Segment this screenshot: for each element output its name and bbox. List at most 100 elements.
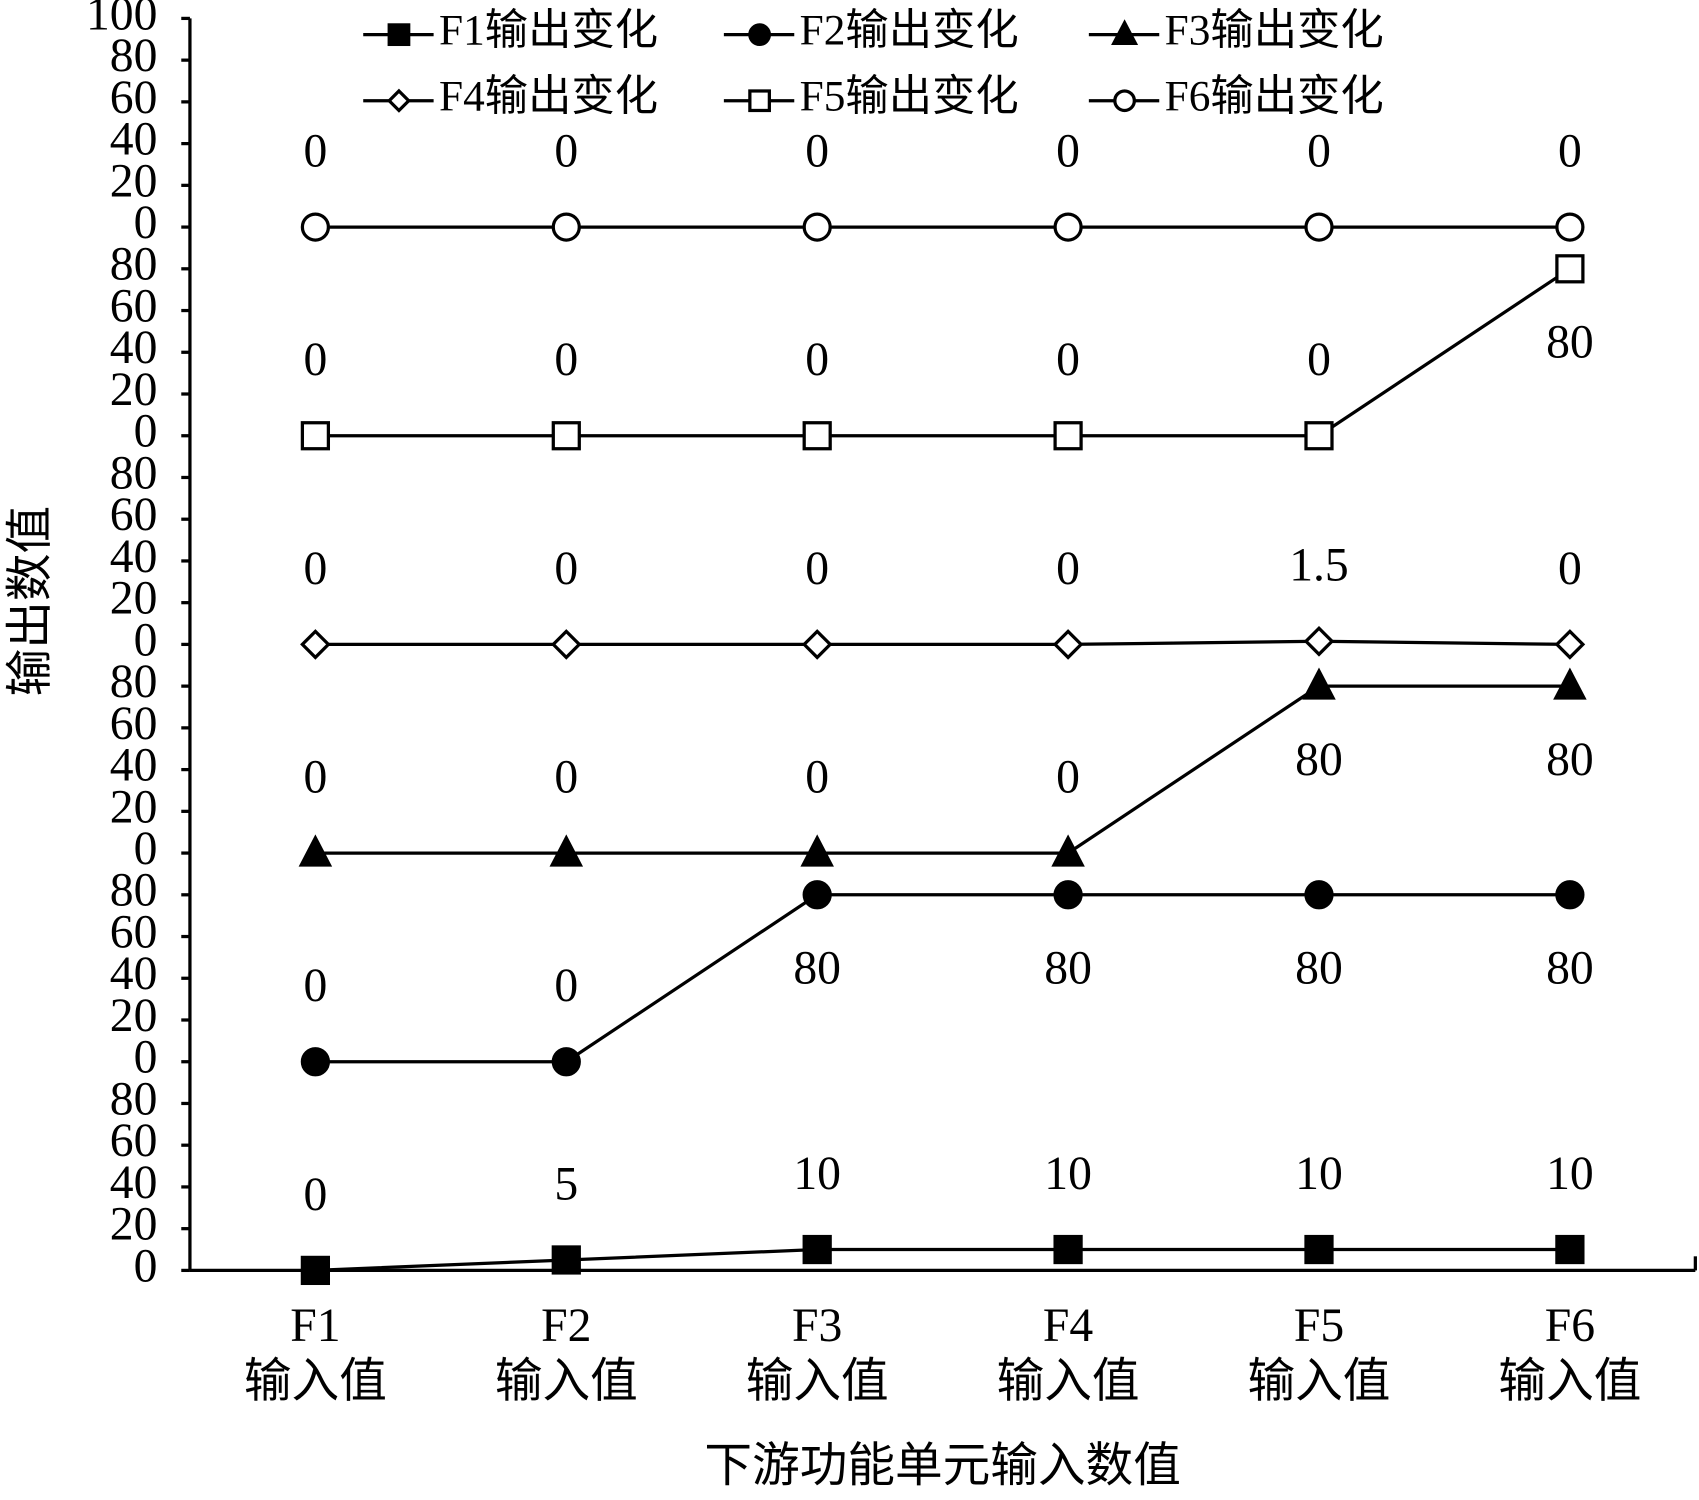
legend-label: F2输出变化	[800, 7, 1019, 55]
data-point	[1302, 667, 1336, 700]
data-label: 0	[1307, 126, 1331, 178]
data-label: 0	[1307, 334, 1331, 386]
data-point	[1304, 421, 1334, 451]
data-label: 0	[303, 543, 327, 595]
y-tick-label: 0	[134, 1240, 158, 1292]
data-point	[1053, 1234, 1083, 1265]
data-point	[1051, 834, 1085, 867]
x-tick-label: F6	[1545, 1300, 1595, 1352]
data-label: 0	[303, 960, 327, 1012]
legend-marker	[1111, 19, 1139, 45]
series-line	[315, 639, 1570, 647]
legend-label: F3输出变化	[1165, 7, 1384, 55]
x-tick-label: F2	[541, 1300, 591, 1352]
data-point	[1053, 212, 1083, 242]
y-tick-label: 40	[110, 531, 158, 583]
data-label: 0	[1558, 126, 1582, 178]
legend-marker	[386, 88, 412, 113]
y-tick-label: 20	[110, 364, 158, 416]
data-point	[551, 421, 581, 451]
y-tick-label: 80	[110, 865, 158, 917]
data-label: 0	[1056, 334, 1080, 386]
data-point	[551, 212, 581, 242]
series-line	[315, 1247, 1570, 1273]
y-tick-label: 80	[110, 656, 158, 708]
data-point	[1053, 421, 1083, 451]
data-label: 0	[554, 752, 578, 804]
y-tick-label: 20	[110, 155, 158, 207]
y-tick-label: 0	[134, 823, 158, 875]
data-label: 0	[554, 543, 578, 595]
y-tick-label: 80	[110, 447, 158, 499]
y-tick-label: 80	[110, 239, 158, 291]
y-tick-label: 60	[110, 1115, 158, 1167]
y-tick-label: 60	[110, 698, 158, 750]
y-tick-label: 60	[110, 280, 158, 332]
data-label: 10	[793, 1148, 841, 1200]
y-tick-label: 60	[110, 489, 158, 541]
y-tick-label: 40	[110, 948, 158, 1000]
y-tick-label: 0	[134, 197, 158, 249]
y-tick-label: 40	[110, 1157, 158, 1209]
x-tick-label: 输入值	[495, 1356, 638, 1408]
data-label: 0	[1558, 543, 1582, 595]
data-label: 10	[1546, 1148, 1594, 1200]
x-tick-label: 输入值	[244, 1356, 387, 1408]
legend-marker	[387, 23, 411, 47]
data-label: 0	[303, 1169, 327, 1221]
legend-marker	[748, 89, 771, 113]
data-point	[800, 834, 834, 867]
x-axis-title: 下游功能单元输入数值	[704, 1441, 1180, 1493]
data-point	[1304, 880, 1334, 910]
data-label: 0	[554, 126, 578, 178]
data-label: 0	[303, 752, 327, 804]
y-tick-label: 80	[110, 1073, 158, 1125]
data-label: 80	[1295, 943, 1343, 995]
data-label: 0	[805, 543, 829, 595]
data-point	[549, 834, 584, 867]
data-point	[802, 1234, 832, 1265]
y-tick-label: 40	[110, 740, 158, 792]
legend-label: F1输出变化	[439, 7, 658, 55]
data-point	[298, 834, 333, 867]
data-point	[802, 880, 832, 910]
data-label: 0	[1056, 543, 1080, 595]
data-label: 80	[1044, 943, 1092, 995]
legend-label: F5输出变化	[800, 73, 1019, 121]
data-point	[1555, 1234, 1585, 1265]
data-label: 0	[1056, 752, 1080, 804]
data-point	[1304, 1234, 1334, 1265]
data-label: 0	[805, 334, 829, 386]
data-label: 5	[554, 1158, 578, 1210]
y-tick-label: 100	[86, 0, 157, 40]
data-point	[1555, 254, 1585, 284]
data-label: 0	[554, 334, 578, 386]
data-point	[300, 212, 331, 242]
data-point	[1052, 629, 1084, 660]
series-line	[315, 267, 1571, 438]
data-point	[1053, 880, 1083, 910]
data-label: 10	[1044, 1148, 1092, 1200]
data-label: 0	[554, 960, 578, 1012]
data-label: 1.5	[1289, 540, 1349, 592]
x-tick-label: F5	[1294, 1300, 1344, 1352]
y-tick-label: 80	[110, 30, 158, 82]
data-point	[1303, 625, 1335, 657]
x-tick-label: 输入值	[1248, 1356, 1391, 1408]
data-point	[802, 421, 832, 451]
y-tick-label: 20	[110, 990, 158, 1042]
data-point	[300, 421, 331, 451]
series-line	[315, 684, 1570, 855]
x-tick-label: 输入值	[746, 1356, 889, 1408]
data-point	[551, 1047, 581, 1077]
data-point	[550, 629, 582, 660]
y-tick-label: 40	[110, 114, 158, 166]
data-point	[1555, 880, 1585, 910]
data-label: 80	[1546, 734, 1594, 786]
series-line	[315, 893, 1570, 1064]
y-tick-label: 60	[110, 906, 158, 958]
legend-marker	[748, 23, 771, 47]
data-label: 10	[1295, 1148, 1343, 1200]
y-tick-label: 60	[110, 72, 158, 124]
legend-label: F6输出变化	[1165, 73, 1384, 121]
